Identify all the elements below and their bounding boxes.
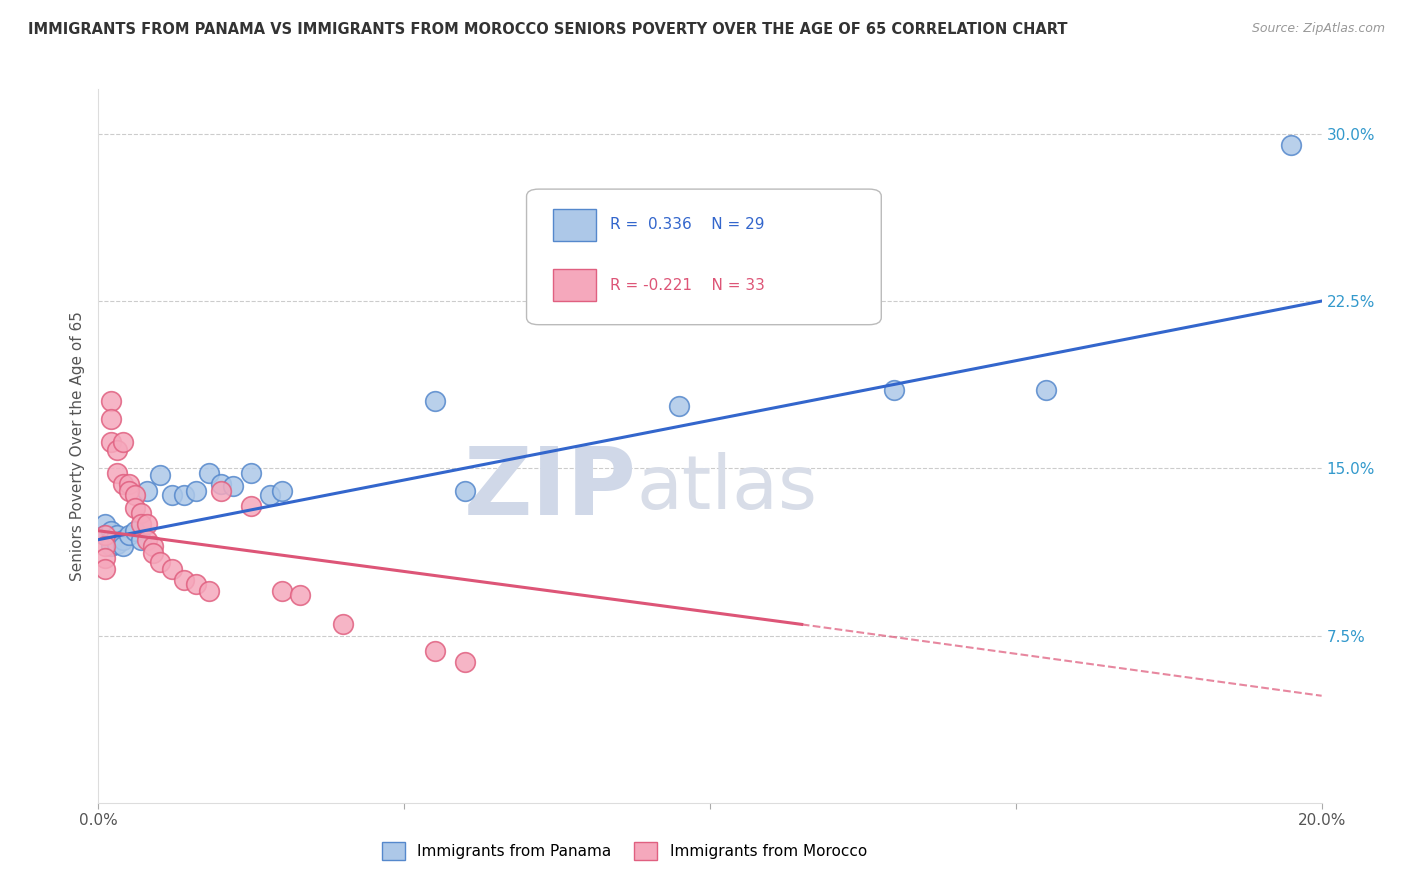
Point bbox=[100, 533, 122, 547]
Point bbox=[100, 394, 122, 409]
Point bbox=[149, 467, 172, 482]
FancyBboxPatch shape bbox=[526, 189, 882, 325]
Point bbox=[93, 528, 115, 542]
Point bbox=[93, 539, 115, 553]
Point bbox=[186, 577, 208, 591]
Point bbox=[259, 488, 281, 502]
Point bbox=[118, 528, 141, 542]
Point bbox=[270, 583, 292, 598]
Text: R = -0.221    N = 33: R = -0.221 N = 33 bbox=[610, 278, 765, 293]
Point bbox=[129, 533, 152, 547]
Point bbox=[454, 483, 477, 498]
Point bbox=[136, 533, 159, 547]
Point bbox=[883, 384, 905, 398]
Point bbox=[100, 434, 122, 449]
Text: Source: ZipAtlas.com: Source: ZipAtlas.com bbox=[1251, 22, 1385, 36]
Point bbox=[454, 655, 477, 669]
Point bbox=[332, 617, 354, 632]
Point bbox=[149, 555, 172, 569]
Text: ZIP: ZIP bbox=[464, 442, 637, 535]
Point bbox=[173, 573, 195, 587]
Point bbox=[240, 500, 263, 514]
Point bbox=[124, 488, 146, 502]
Bar bbox=[554, 269, 596, 301]
Point bbox=[100, 539, 122, 553]
Point bbox=[1279, 138, 1302, 153]
Y-axis label: Seniors Poverty Over the Age of 65: Seniors Poverty Over the Age of 65 bbox=[69, 311, 84, 581]
Point bbox=[105, 443, 128, 458]
Point bbox=[197, 466, 219, 480]
Bar bbox=[554, 209, 596, 241]
Point bbox=[93, 517, 115, 532]
Point bbox=[129, 517, 152, 532]
Point bbox=[209, 476, 232, 491]
Point bbox=[136, 483, 159, 498]
Point bbox=[160, 488, 183, 502]
Point bbox=[1035, 384, 1057, 398]
Point bbox=[222, 479, 245, 493]
Point bbox=[124, 501, 146, 516]
Point bbox=[668, 399, 690, 413]
Point bbox=[209, 483, 232, 498]
Point bbox=[93, 550, 115, 565]
Point bbox=[290, 589, 312, 603]
Point bbox=[93, 528, 115, 542]
Point bbox=[173, 488, 195, 502]
Text: atlas: atlas bbox=[637, 452, 818, 525]
Point bbox=[111, 539, 134, 553]
Legend: Immigrants from Panama, Immigrants from Morocco: Immigrants from Panama, Immigrants from … bbox=[375, 836, 873, 866]
Point bbox=[111, 476, 134, 491]
Point bbox=[197, 583, 219, 598]
Point bbox=[129, 506, 152, 520]
Point bbox=[100, 412, 122, 426]
Text: R =  0.336    N = 29: R = 0.336 N = 29 bbox=[610, 218, 765, 232]
Point bbox=[100, 524, 122, 538]
Point bbox=[105, 537, 128, 551]
Point bbox=[105, 528, 128, 542]
Point bbox=[142, 546, 165, 560]
Point bbox=[118, 476, 141, 491]
Point bbox=[142, 539, 165, 553]
Point bbox=[105, 466, 128, 480]
Point bbox=[240, 466, 263, 480]
Point bbox=[160, 562, 183, 576]
Point bbox=[118, 483, 141, 498]
Text: IMMIGRANTS FROM PANAMA VS IMMIGRANTS FROM MOROCCO SENIORS POVERTY OVER THE AGE O: IMMIGRANTS FROM PANAMA VS IMMIGRANTS FRO… bbox=[28, 22, 1067, 37]
Point bbox=[124, 524, 146, 538]
Point bbox=[423, 644, 446, 658]
Point bbox=[136, 517, 159, 532]
Point bbox=[111, 533, 134, 547]
Point bbox=[423, 394, 446, 409]
Point bbox=[270, 483, 292, 498]
Point bbox=[93, 562, 115, 576]
Point bbox=[186, 483, 208, 498]
Point bbox=[111, 434, 134, 449]
